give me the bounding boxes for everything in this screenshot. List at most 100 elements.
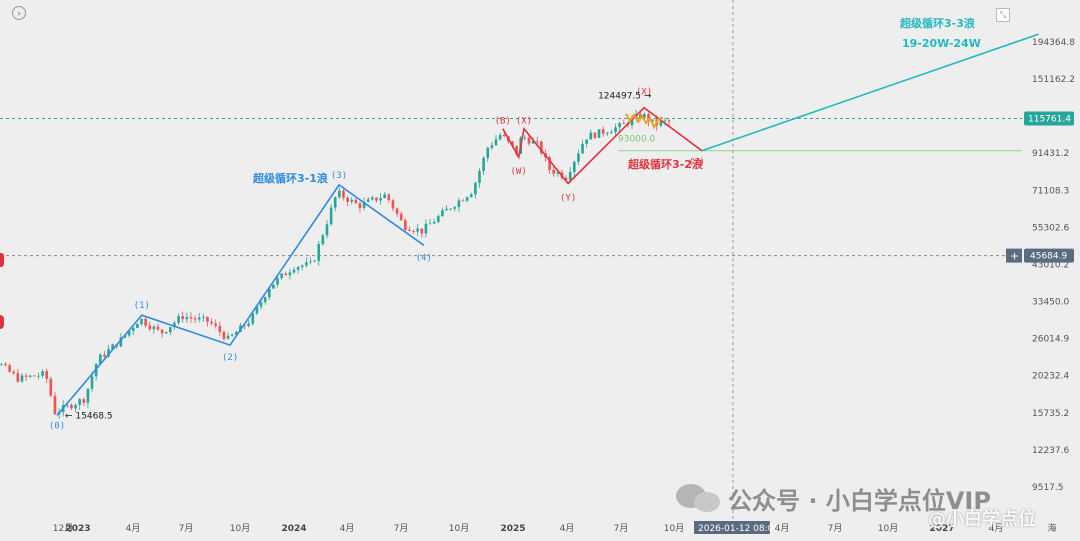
candle: [206, 316, 209, 327]
candle-body: [160, 329, 164, 334]
candle-body: [98, 354, 102, 364]
candle: [218, 321, 222, 336]
candle-body: [169, 327, 172, 333]
candle: [469, 192, 473, 198]
candle-body: [259, 302, 263, 307]
candle: [169, 326, 172, 336]
candle: [164, 331, 168, 335]
candle-body: [74, 404, 77, 409]
candle-body: [432, 221, 436, 224]
candle: [78, 397, 81, 411]
candle-body: [593, 132, 597, 138]
candle: [610, 129, 613, 134]
candle-body: [214, 323, 217, 326]
candle-body: [313, 260, 316, 262]
candle: [173, 320, 176, 330]
candle: [659, 120, 663, 128]
y-tick-label: 15735.2: [1032, 409, 1069, 419]
candle: [474, 181, 477, 199]
candle-body: [482, 157, 485, 172]
candle-body: [24, 375, 28, 377]
wave-label: (B): [495, 117, 511, 127]
left-edge-marker: [0, 253, 4, 267]
candle-body: [490, 145, 494, 148]
candle-body: [387, 194, 391, 201]
candle: [577, 149, 580, 166]
candle: [498, 132, 502, 141]
candle-body: [416, 228, 419, 232]
current-price-label: 115761.4: [1028, 114, 1071, 124]
candle: [486, 146, 490, 162]
candle-body: [445, 208, 448, 211]
watermark-logo-icon: [676, 480, 722, 514]
candle: [296, 265, 300, 274]
candle: [247, 319, 250, 328]
candle: [412, 229, 415, 234]
candle-body: [255, 306, 259, 314]
candle-body: [276, 278, 279, 285]
x-tick-label: 10月: [878, 523, 898, 534]
candle-body: [630, 118, 634, 126]
expand-icon[interactable]: ›: [12, 6, 26, 20]
candle: [280, 273, 283, 281]
candle-body: [647, 114, 650, 122]
wave-label: (Y): [560, 193, 576, 203]
wave-blue-line: [56, 183, 425, 416]
candle: [86, 388, 90, 409]
x-tick-label: 海: [1047, 522, 1056, 534]
candle-body: [428, 223, 432, 225]
candle: [436, 214, 440, 224]
candle: [465, 196, 469, 203]
candle-body: [498, 134, 502, 140]
candle: [618, 121, 621, 132]
candle-body: [461, 200, 465, 202]
candle-body: [321, 235, 325, 245]
candle-body: [292, 269, 296, 273]
left-edge-marker: [0, 315, 4, 329]
candle-body: [358, 203, 362, 209]
x-tick-label: 7月: [179, 523, 194, 534]
candle: [346, 195, 349, 207]
candle-body: [0, 364, 3, 366]
candle: [185, 312, 189, 323]
wave-label: (2): [222, 353, 238, 363]
candle-body: [284, 273, 288, 276]
candle-body: [663, 120, 667, 122]
candle-body: [140, 318, 143, 325]
candle-body: [243, 325, 246, 327]
x-tick-label: 10月: [230, 523, 250, 534]
candle-body: [515, 145, 518, 154]
candle-body: [556, 172, 560, 174]
candle-body: [197, 317, 201, 320]
candle-body: [78, 399, 81, 405]
candle-body: [350, 199, 354, 202]
candle: [325, 219, 329, 239]
wave-label: (3): [331, 171, 347, 181]
candle-body: [202, 316, 205, 318]
candle: [424, 219, 428, 238]
fullscreen-icon[interactable]: ⤡: [996, 8, 1010, 22]
x-tick-label: 7月: [614, 523, 629, 534]
candle: [358, 201, 362, 213]
candle: [181, 311, 185, 323]
candle-body: [573, 161, 576, 172]
candle-body: [193, 318, 197, 320]
candle-body: [305, 262, 308, 266]
candle-body: [70, 404, 73, 409]
candle: [222, 330, 226, 342]
candle-body: [185, 317, 189, 320]
candle: [131, 326, 135, 335]
candle-body: [8, 365, 11, 372]
candle-body: [618, 123, 621, 128]
x-axis-panel: [0, 519, 1080, 541]
candle-body: [41, 371, 44, 376]
candle: [74, 402, 77, 412]
candle-body: [395, 208, 399, 214]
candle-body: [263, 297, 267, 303]
candle: [399, 211, 403, 221]
candle-body: [601, 129, 605, 134]
candle-body: [156, 326, 160, 330]
wave-label: (X): [636, 88, 652, 98]
candle-body: [329, 207, 333, 225]
